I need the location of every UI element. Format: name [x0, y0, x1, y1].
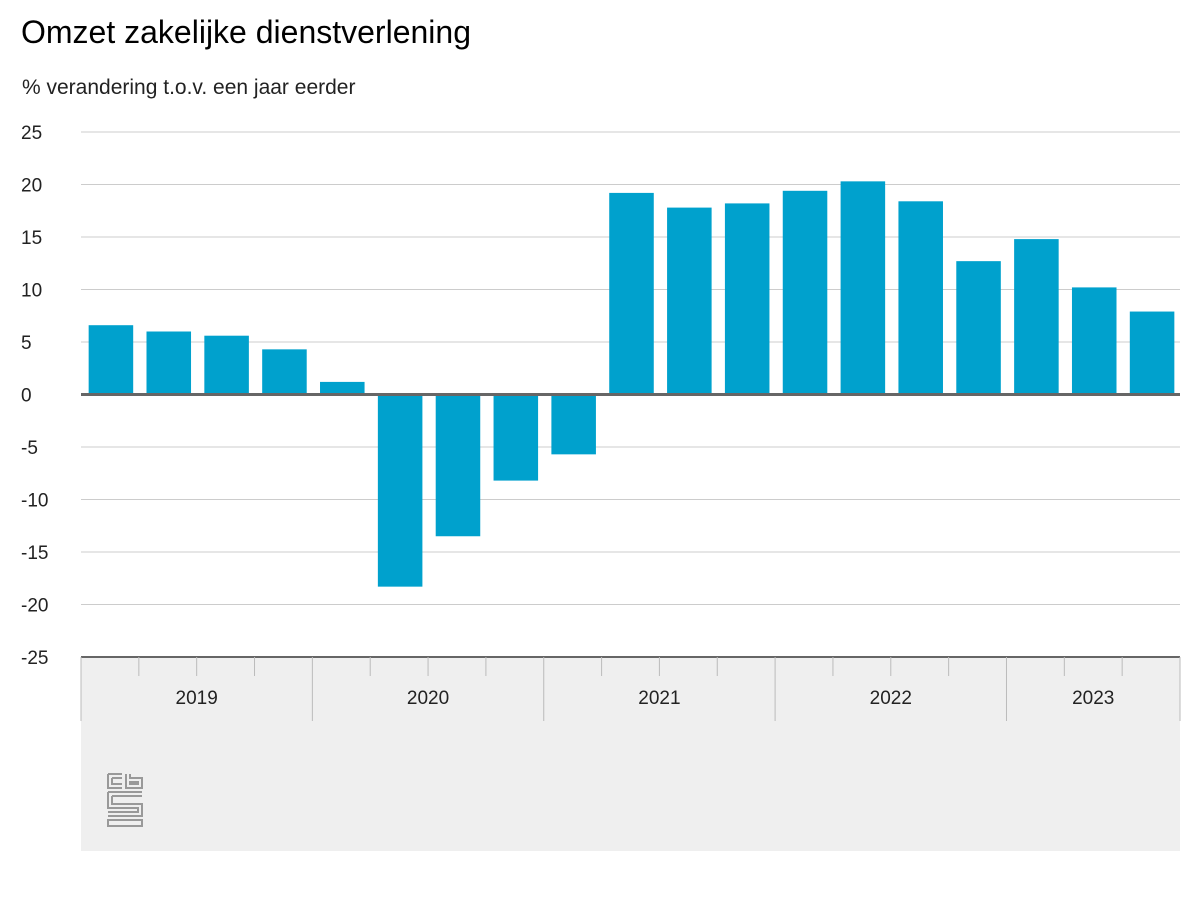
bar — [146, 331, 192, 395]
y-tick-label: -15 — [21, 543, 48, 564]
x-axis-band — [81, 657, 1180, 851]
cbs-logo-icon — [107, 773, 143, 827]
y-tick-label: -10 — [21, 491, 48, 512]
bar — [262, 349, 307, 395]
y-tick-label: 5 — [21, 333, 32, 354]
bar — [1014, 239, 1059, 395]
y-tick-label: 25 — [21, 123, 42, 144]
bar — [1129, 311, 1175, 395]
bar — [667, 207, 712, 395]
x-tick-label: 2022 — [870, 688, 912, 709]
bar — [493, 394, 539, 481]
bar — [551, 394, 596, 455]
y-tick-label: 0 — [21, 386, 32, 407]
bar — [320, 381, 365, 395]
x-tick-label: 2020 — [407, 688, 449, 709]
bar — [898, 201, 943, 395]
bar — [88, 325, 134, 395]
y-axis-label: % verandering t.o.v. een jaar eerder — [22, 76, 356, 99]
y-tick-label: 15 — [21, 228, 42, 249]
x-tick-label: 2019 — [176, 688, 218, 709]
bar — [1071, 287, 1117, 395]
x-tick-label: 2021 — [638, 688, 680, 709]
bar — [435, 394, 481, 537]
bar — [840, 181, 886, 395]
bar — [204, 335, 249, 395]
chart-title: Omzet zakelijke dienstverlening — [21, 14, 471, 50]
y-tick-label: 10 — [21, 281, 42, 302]
y-tick-label: -5 — [21, 438, 38, 459]
y-tick-label: -20 — [21, 596, 48, 617]
bar — [956, 261, 1001, 395]
y-tick-label: -25 — [21, 648, 48, 669]
bar — [609, 192, 654, 395]
bar — [724, 203, 770, 395]
y-tick-label: 20 — [21, 176, 42, 197]
x-tick-label: 2023 — [1072, 688, 1114, 709]
bar — [377, 394, 423, 587]
bar — [782, 190, 828, 395]
